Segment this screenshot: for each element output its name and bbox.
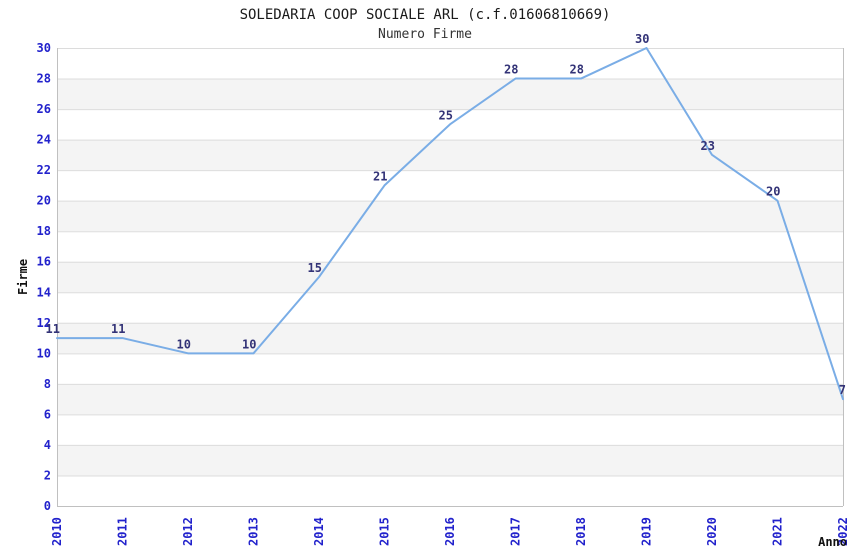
data-label: 10	[177, 337, 191, 351]
x-axis-title: Anno	[818, 535, 847, 549]
grid-band	[57, 139, 843, 171]
y-tick-label: 12	[37, 316, 51, 330]
data-label: 30	[635, 32, 649, 46]
y-tick-label: 20	[37, 194, 51, 208]
y-tick-label: 18	[37, 224, 51, 238]
grid-band	[57, 261, 843, 293]
data-label: 7	[839, 383, 846, 397]
data-label: 15	[308, 261, 322, 275]
grid-band	[57, 78, 843, 110]
y-tick-label: 16	[37, 255, 51, 269]
x-tick-label: 2011	[116, 517, 130, 546]
data-label: 25	[439, 108, 453, 122]
y-tick-label: 4	[44, 438, 51, 452]
data-label: 10	[242, 337, 256, 351]
data-label: 11	[111, 322, 125, 336]
plot-frame	[57, 48, 844, 507]
data-label: 28	[570, 63, 584, 77]
y-tick-label: 28	[37, 72, 51, 86]
series-line	[56, 47, 844, 401]
y-tick-label: 22	[37, 163, 51, 177]
grid-band	[57, 322, 843, 354]
x-tick-label: 2010	[50, 517, 64, 546]
y-tick-label: 26	[37, 102, 51, 116]
data-labels: 11 11 10 10 15 21 25 28 28 30 23 20 7	[46, 32, 846, 397]
x-tick-label: 2012	[181, 517, 195, 546]
x-tick-label: 2019	[640, 517, 654, 546]
x-tick-label: 2017	[509, 517, 523, 546]
x-tick-label: 2022	[836, 517, 850, 546]
grid-band	[57, 200, 843, 232]
x-tick-label: 2016	[443, 517, 457, 546]
chart-title: SOLEDARIA COOP SOCIALE ARL (c.f.01606810…	[239, 7, 611, 23]
data-label: 20	[766, 185, 780, 199]
y-tick-label: 0	[44, 499, 51, 513]
y-tick-label: 24	[37, 133, 51, 147]
x-tick-label: 2020	[705, 517, 719, 546]
gridlines	[57, 48, 843, 477]
data-label: 21	[373, 169, 387, 183]
y-tick-label: 6	[44, 407, 51, 421]
y-tick-label: 10	[37, 346, 51, 360]
grid-bands	[57, 78, 843, 476]
y-tick-label: 14	[37, 285, 51, 299]
x-axis-labels: 2010 2011 2012 2013 2014 2015 2016 2017 2018 2019…	[50, 517, 850, 546]
x-tick-label: 2021	[771, 517, 785, 546]
y-axis-title: Firme	[16, 259, 30, 295]
x-tick-label: 2015	[378, 517, 392, 546]
chart-subtitle: Numero Firme	[378, 27, 472, 42]
y-tick-label: 30	[37, 41, 51, 55]
data-label: 28	[504, 63, 518, 77]
data-label: 23	[701, 139, 715, 153]
data-label: 11	[46, 322, 60, 336]
y-tick-label: 8	[44, 377, 51, 391]
x-tick-label: 2014	[312, 517, 326, 546]
grid-band	[57, 383, 843, 415]
grid-band	[57, 444, 843, 476]
y-tick-label: 2	[44, 468, 51, 482]
x-tick-label: 2018	[574, 517, 588, 546]
x-tick-label: 2013	[247, 517, 261, 546]
